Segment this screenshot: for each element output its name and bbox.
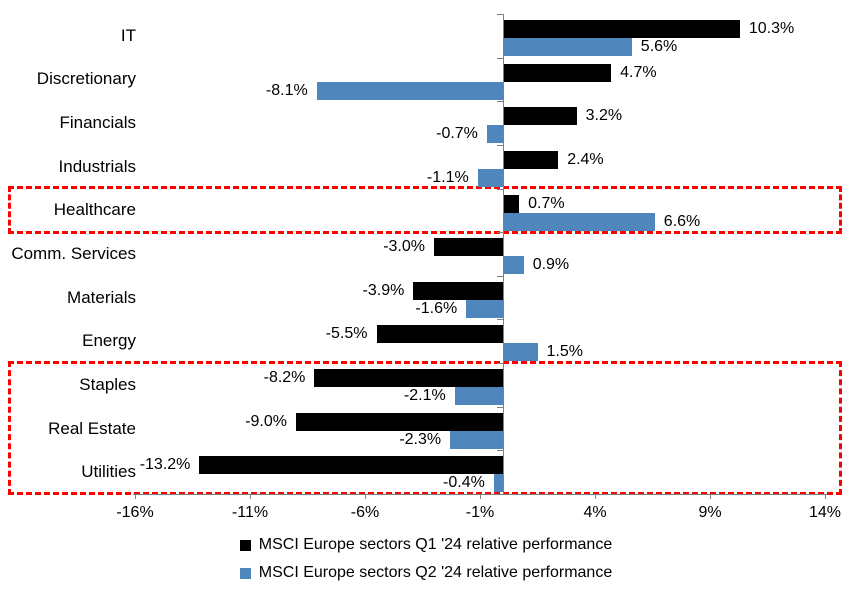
q2-bar-it <box>503 38 632 56</box>
q2-bar-healthcare <box>503 212 655 231</box>
category-axis-tick <box>497 144 503 146</box>
q1-bar-discretionary <box>503 63 612 82</box>
legend-swatch-q2 <box>239 567 251 579</box>
category-label-discretionary: Discretionary <box>36 69 136 89</box>
category-label-industrials: Industrials <box>58 156 136 176</box>
q1-bar-it <box>503 20 740 38</box>
data-label-q1-real-estate: -9.0% <box>245 412 287 430</box>
legend-item-q2: MSCI Europe sectors Q2 '24 relative perf… <box>239 562 613 584</box>
data-label-q2-materials: -1.6% <box>415 299 458 317</box>
category-axis-tick <box>497 232 503 234</box>
data-label-q1-utilities: -13.2% <box>139 456 191 474</box>
q1-bar-staples <box>314 369 503 388</box>
value-axis-tick <box>365 494 366 499</box>
q2-bar-staples <box>454 387 503 406</box>
value-axis-tick <box>825 494 826 499</box>
category-axis-tick <box>497 188 503 190</box>
x-tick-label-9: 9% <box>698 504 722 521</box>
category-axis-tick <box>497 450 503 452</box>
q2-bar-utilities <box>493 474 503 493</box>
q2-bar-financials <box>486 125 503 144</box>
data-label-q1-energy: -5.5% <box>325 325 368 343</box>
category-label-it: IT <box>120 25 136 45</box>
q1-bar-healthcare <box>503 194 520 213</box>
category-axis-tick <box>497 14 503 15</box>
data-label-q2-healthcare: 6.6% <box>663 212 701 230</box>
value-axis-tick <box>135 494 136 499</box>
q2-bar-real-estate <box>450 430 503 449</box>
category-label-comm-services: Comm. Services <box>11 244 136 263</box>
value-axis-tick <box>595 494 596 499</box>
category-label-financials: Financials <box>59 113 136 133</box>
x-tick-label-11: -11% <box>231 504 269 521</box>
category-axis-tick <box>497 363 503 365</box>
q2-bar-discretionary <box>316 81 503 100</box>
data-label-q1-discretionary: 4.7% <box>620 63 657 81</box>
x-tick-label-14: 14% <box>808 504 842 521</box>
x-tick-label-16: -16% <box>116 504 154 521</box>
data-label-q1-comm-services: -3.0% <box>383 238 425 256</box>
data-label-q2-staples: -2.1% <box>403 387 446 405</box>
q1-bar-financials <box>503 107 577 126</box>
q2-bar-energy <box>503 343 538 362</box>
value-axis-tick <box>710 494 711 499</box>
category-axis-tick <box>497 57 503 59</box>
q1-bar-energy <box>376 325 503 344</box>
data-label-q2-comm-services: 0.9% <box>532 256 570 274</box>
category-label-real-estate: Real Estate <box>48 418 136 438</box>
category-label-materials: Materials <box>67 287 136 307</box>
chart-legend: MSCI Europe sectors Q1 '24 relative perf… <box>0 534 852 584</box>
data-label-q1-healthcare: 0.7% <box>528 194 565 212</box>
q1-bar-utilities <box>199 456 503 475</box>
x-tick-label-1: -1% <box>465 504 495 521</box>
x-tick-label-6: -6% <box>350 504 380 521</box>
category-label-healthcare: Healthcare <box>53 200 136 220</box>
legend-label-q2: MSCI Europe sectors Q2 '24 relative perf… <box>258 564 613 581</box>
value-axis-tick <box>480 494 481 499</box>
legend-swatch-q1 <box>239 539 251 551</box>
data-label-q1-materials: -3.9% <box>362 281 405 299</box>
data-label-q2-utilities: -0.4% <box>443 474 485 492</box>
q2-bar-comm-services <box>503 256 524 275</box>
data-label-q1-staples: -8.2% <box>263 369 306 387</box>
data-label-q1-industrials: 2.4% <box>567 150 604 168</box>
legend-label-q1: MSCI Europe sectors Q1 '24 relative perf… <box>258 536 613 553</box>
category-axis-tick <box>497 319 503 321</box>
data-label-q2-discretionary: -8.1% <box>265 81 308 99</box>
data-label-q2-industrials: -1.1% <box>426 168 469 186</box>
value-axis-tick <box>250 494 251 499</box>
data-label-q1-it: 10.3% <box>748 20 795 37</box>
category-axis-line <box>503 14 504 494</box>
x-tick-label-4: 4% <box>583 504 607 521</box>
category-axis-tick <box>497 406 503 408</box>
data-label-q2-energy: 1.5% <box>546 343 583 361</box>
q2-bar-materials <box>466 299 503 318</box>
data-label-q2-real-estate: -2.3% <box>399 430 442 448</box>
q1-bar-real-estate <box>296 412 503 431</box>
q2-bar-industrials <box>477 168 503 187</box>
data-label-q2-it: 5.6% <box>640 38 678 55</box>
category-axis-tick <box>497 101 503 103</box>
category-label-utilities: Utilities <box>81 462 136 482</box>
category-axis-tick <box>497 275 503 277</box>
legend-item-q1: MSCI Europe sectors Q1 '24 relative perf… <box>239 534 613 556</box>
data-label-q1-financials: 3.2% <box>585 107 623 125</box>
q1-bar-materials <box>413 281 503 300</box>
q1-bar-comm-services <box>434 238 503 257</box>
category-label-energy: Energy <box>82 331 136 351</box>
data-label-q2-financials: -0.7% <box>436 125 478 143</box>
category-label-staples: Staples <box>79 374 136 394</box>
q1-bar-industrials <box>503 150 559 169</box>
